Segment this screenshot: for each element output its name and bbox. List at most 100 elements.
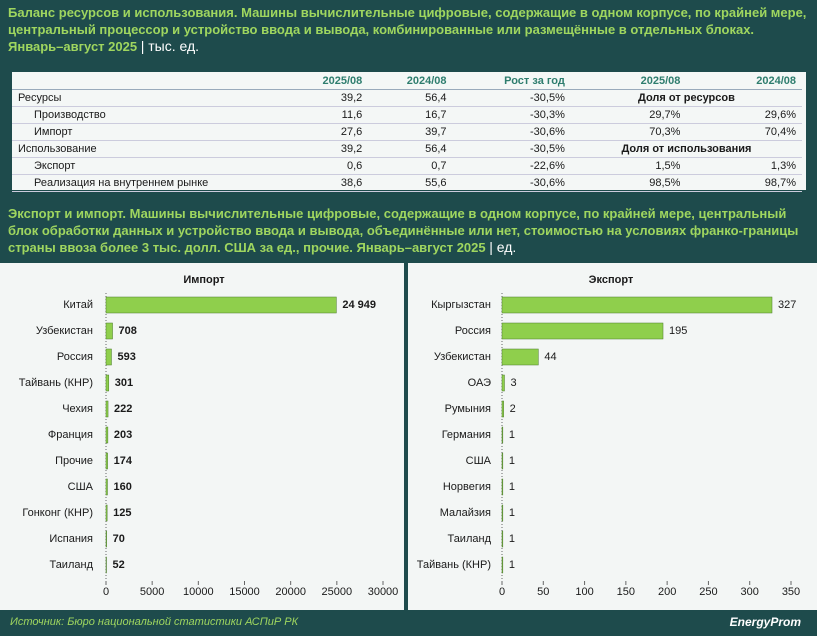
cell: 55,6 bbox=[368, 174, 453, 192]
cell: 39,2 bbox=[284, 140, 369, 158]
category-label: Прочие bbox=[55, 455, 93, 467]
x-tick-label: 0 bbox=[103, 586, 109, 598]
category-label: Кыргызстан bbox=[431, 299, 491, 311]
value-label: 24 949 bbox=[342, 299, 376, 311]
header-title: Баланс ресурсов и использования. Машины … bbox=[8, 5, 807, 54]
cell: 56,4 bbox=[368, 140, 453, 158]
row: Экспорт 0,6 0,7 -22,6% 1,5% 1,3% bbox=[12, 157, 802, 175]
category-label: Узбекистан bbox=[36, 325, 93, 337]
cell: 27,6 bbox=[284, 123, 369, 141]
value-label: 44 bbox=[544, 351, 556, 363]
x-tick-label: 100 bbox=[575, 586, 593, 598]
value-label: 1 bbox=[509, 481, 515, 493]
cell: -30,3% bbox=[452, 106, 571, 124]
chart-title: Экспорт bbox=[589, 274, 634, 286]
cell: 29,6% bbox=[686, 106, 802, 124]
bar bbox=[501, 400, 504, 418]
value-label: 222 bbox=[114, 403, 132, 415]
column-header: Рост за год bbox=[452, 72, 571, 90]
category-label: Россия bbox=[455, 325, 491, 337]
subheader: Экспорт и импорт. Машины вычислительные … bbox=[8, 205, 808, 256]
source: Источник: Бюро национальной статистики А… bbox=[10, 616, 299, 628]
category-label: Малайзия bbox=[440, 507, 491, 519]
value-label: 1 bbox=[509, 455, 515, 467]
row-label: Импорт bbox=[12, 123, 284, 141]
value-label: 1 bbox=[509, 533, 515, 545]
cell: 98,7% bbox=[686, 174, 802, 192]
category-label: Румыния bbox=[445, 403, 491, 415]
value-label: 301 bbox=[115, 377, 133, 389]
value-label: 593 bbox=[117, 351, 135, 363]
value-label: 3 bbox=[510, 377, 516, 389]
cell: -30,5% bbox=[452, 140, 571, 158]
cell: 0,7 bbox=[368, 157, 453, 175]
cell: 38,6 bbox=[284, 174, 369, 192]
group-note: Доля от ресурсов bbox=[570, 89, 802, 107]
row: Производство 11,6 16,7 -30,3% 29,7% 29,6% bbox=[12, 106, 802, 124]
value-label: 160 bbox=[113, 481, 131, 493]
x-tick-label: 15000 bbox=[229, 586, 260, 598]
cell: -30,6% bbox=[452, 174, 571, 192]
column-header: 2024/08 bbox=[686, 72, 802, 90]
balance-table: 2025/08 2024/08 Рост за год 2025/08 2024/08 Р… bbox=[12, 72, 802, 192]
column-header: 2025/08 bbox=[570, 72, 687, 90]
group-note: Доля от использования bbox=[570, 140, 802, 158]
value-label: 203 bbox=[114, 429, 132, 441]
row: Импорт 27,6 39,7 -30,6% 70,3% 70,4% bbox=[12, 123, 802, 141]
value-label: 52 bbox=[112, 559, 124, 571]
row-label: Производство bbox=[12, 106, 284, 124]
category-label: Норвегия bbox=[443, 481, 491, 493]
bar bbox=[501, 504, 504, 522]
panel bbox=[408, 263, 817, 610]
bar bbox=[105, 478, 108, 496]
cell: 1,5% bbox=[570, 157, 687, 175]
subheader-title: Экспорт и импорт. Машины вычислительные … bbox=[8, 206, 799, 255]
header-row: 2025/08 2024/08 Рост за год 2025/08 2024/08 bbox=[12, 72, 802, 90]
cell: 70,3% bbox=[570, 123, 687, 141]
bar bbox=[501, 296, 773, 314]
category-label: Тайвань (КНР) bbox=[19, 377, 93, 389]
subheader-unit: | ед. bbox=[489, 239, 517, 255]
category-label: США bbox=[466, 455, 492, 467]
bar bbox=[501, 530, 504, 548]
value-label: 708 bbox=[119, 325, 137, 337]
bar bbox=[105, 296, 337, 314]
corner bbox=[12, 72, 284, 90]
bar bbox=[501, 426, 504, 444]
category-label: Тайвань (КНР) bbox=[417, 559, 491, 571]
cell: 70,4% bbox=[686, 123, 802, 141]
row: Реализация на внутреннем рынке 38,6 55,6 -3… bbox=[12, 174, 802, 192]
category-label: Узбекистан bbox=[434, 351, 491, 363]
x-tick-label: 30000 bbox=[368, 586, 399, 598]
bar bbox=[105, 374, 110, 392]
cell: 98,5% bbox=[570, 174, 687, 192]
x-tick-label: 200 bbox=[658, 586, 676, 598]
row-label: Экспорт bbox=[12, 157, 284, 175]
x-tick-label: 150 bbox=[617, 586, 635, 598]
group-row: Использование 39,2 56,4 -30,5% Доля от испол… bbox=[12, 140, 802, 158]
bar bbox=[501, 478, 504, 496]
bar bbox=[105, 400, 109, 418]
row-label: Реализация на внутреннем рынке bbox=[12, 174, 284, 192]
bar bbox=[501, 374, 505, 392]
cell: -30,6% bbox=[452, 123, 571, 141]
group-row: Ресурсы 39,2 56,4 -30,5% Доля от ресурсов bbox=[12, 89, 802, 107]
bar bbox=[105, 322, 113, 340]
category-label: Франция bbox=[48, 429, 93, 441]
category-label: Чехия bbox=[62, 403, 93, 415]
category-label: США bbox=[68, 481, 94, 493]
cell: 39,2 bbox=[284, 89, 369, 107]
bar bbox=[501, 348, 539, 366]
category-label: Германия bbox=[442, 429, 491, 441]
x-tick-label: 250 bbox=[699, 586, 717, 598]
x-tick-label: 10000 bbox=[183, 586, 214, 598]
value-label: 1 bbox=[509, 507, 515, 519]
bar bbox=[105, 426, 109, 444]
cell: -30,5% bbox=[452, 89, 571, 107]
bar bbox=[501, 322, 664, 340]
cell: -22,6% bbox=[452, 157, 571, 175]
category-label: ОАЭ bbox=[468, 377, 491, 389]
x-tick-label: 25000 bbox=[322, 586, 353, 598]
cell: 0,6 bbox=[284, 157, 369, 175]
